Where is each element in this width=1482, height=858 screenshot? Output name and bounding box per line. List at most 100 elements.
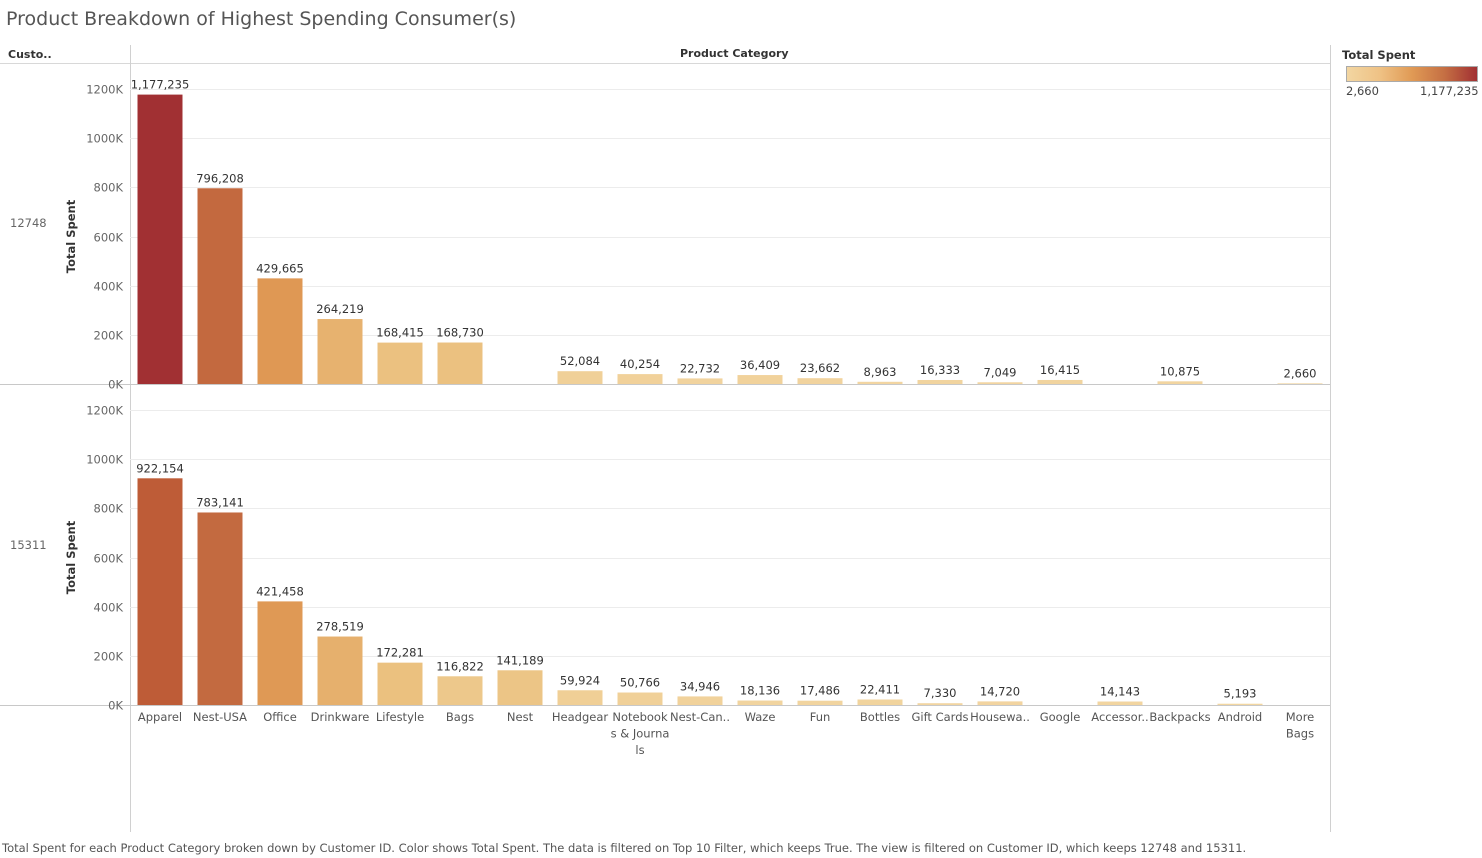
bar — [197, 188, 243, 384]
bar — [317, 319, 363, 384]
bar — [557, 371, 603, 384]
x-tick-label: Notebook — [612, 710, 668, 724]
data-label: 5,193 — [1224, 687, 1257, 701]
bar — [617, 374, 663, 384]
bar — [557, 690, 603, 705]
bar — [317, 636, 363, 705]
x-tick-label: Office — [263, 710, 297, 724]
y-tick-label: 200K — [94, 329, 124, 343]
legend-color-ramp — [1346, 66, 1478, 82]
bar — [1217, 703, 1263, 705]
data-label: 59,924 — [560, 673, 600, 687]
data-label: 264,219 — [316, 302, 364, 316]
data-label: 429,665 — [256, 261, 304, 275]
data-label: 278,519 — [316, 620, 364, 634]
x-tick-label: ls — [635, 743, 644, 757]
bar — [1037, 379, 1083, 384]
data-label: 922,154 — [136, 461, 184, 475]
y-axis-title: Total Spent — [64, 520, 78, 594]
x-tick-label: More — [1286, 710, 1315, 724]
bar — [137, 94, 183, 384]
y-tick-label: 400K — [94, 280, 124, 294]
y-tick-label: 200K — [94, 650, 124, 664]
data-label: 172,281 — [376, 646, 424, 660]
bar — [1157, 381, 1203, 384]
y-tick-label: 400K — [94, 601, 124, 615]
y-tick-label: 1000K — [86, 453, 123, 467]
y-tick-label: 0K — [108, 699, 123, 713]
data-label: 796,208 — [196, 171, 244, 185]
bar — [977, 382, 1023, 384]
data-label: 22,732 — [680, 361, 720, 375]
bar — [257, 601, 303, 705]
y-tick-label: 600K — [94, 231, 124, 245]
x-tick-label: Waze — [745, 710, 776, 724]
bar — [917, 379, 963, 384]
data-label: 8,963 — [864, 365, 897, 379]
y-tick-label: 0K — [108, 378, 123, 392]
y-tick-label: 1200K — [86, 83, 123, 97]
bar — [797, 378, 843, 384]
y-tick-label: 600K — [94, 552, 124, 566]
bar — [497, 670, 543, 705]
x-tick-label: Android — [1218, 710, 1262, 724]
bar — [437, 342, 483, 384]
x-tick-label: Bottles — [860, 710, 900, 724]
data-label: 7,049 — [984, 365, 1017, 379]
bar — [437, 676, 483, 705]
bar — [1277, 383, 1323, 384]
x-tick-label: Backpacks — [1149, 710, 1210, 724]
bar — [677, 696, 723, 705]
bar — [377, 662, 423, 705]
data-label: 10,875 — [1160, 364, 1200, 378]
customer-label-12748: 12748 — [10, 216, 47, 230]
y-tick-label: 1000K — [86, 132, 123, 146]
bar — [737, 375, 783, 384]
data-label: 14,720 — [980, 684, 1020, 698]
data-label: 168,730 — [436, 326, 484, 340]
data-label: 17,486 — [800, 684, 840, 698]
legend-title: Total Spent — [1342, 48, 1416, 62]
legend-max-label: 1,177,235 — [1420, 84, 1479, 98]
x-tick-label: Lifestyle — [376, 710, 424, 724]
x-tick-label: Headgear — [552, 710, 608, 724]
row-field-header[interactable]: Custo.. — [8, 48, 52, 61]
x-tick-label: Nest — [507, 710, 534, 724]
data-label: 16,333 — [920, 363, 960, 377]
bar — [1097, 701, 1143, 705]
bar — [197, 512, 243, 705]
customer-label-15311: 15311 — [10, 538, 47, 552]
legend-min-label: 2,660 — [1346, 84, 1379, 98]
y-tick-label: 800K — [94, 181, 124, 195]
data-label: 141,189 — [496, 653, 544, 667]
data-label: 7,330 — [924, 686, 957, 700]
bar — [977, 701, 1023, 705]
column-field-header[interactable]: Product Category — [680, 47, 789, 60]
x-tick-label: Gift Cards — [911, 710, 968, 724]
data-label: 14,143 — [1100, 685, 1140, 699]
bar — [917, 703, 963, 705]
x-tick-label: Bags — [1286, 727, 1314, 741]
bar — [677, 378, 723, 384]
bar — [737, 700, 783, 705]
data-label: 36,409 — [740, 358, 780, 372]
data-label: 168,415 — [376, 326, 424, 340]
data-label: 18,136 — [740, 684, 780, 698]
bar — [857, 699, 903, 705]
bar — [797, 700, 843, 705]
y-axis-title: Total Spent — [64, 199, 78, 273]
data-label: 421,458 — [256, 584, 304, 598]
bar — [617, 692, 663, 705]
data-label: 783,141 — [196, 495, 244, 509]
x-tick-label: Bags — [446, 710, 474, 724]
x-tick-label: Nest-Can.. — [670, 710, 730, 724]
x-tick-label: Apparel — [138, 710, 182, 724]
chart-caption: Total Spent for each Product Category br… — [2, 841, 1247, 855]
data-label: 34,946 — [680, 679, 720, 693]
data-label: 52,084 — [560, 354, 600, 368]
x-tick-label: Drinkware — [311, 710, 370, 724]
data-label: 116,822 — [436, 659, 484, 673]
data-label: 16,415 — [1040, 363, 1080, 377]
data-label: 1,177,235 — [131, 78, 190, 92]
